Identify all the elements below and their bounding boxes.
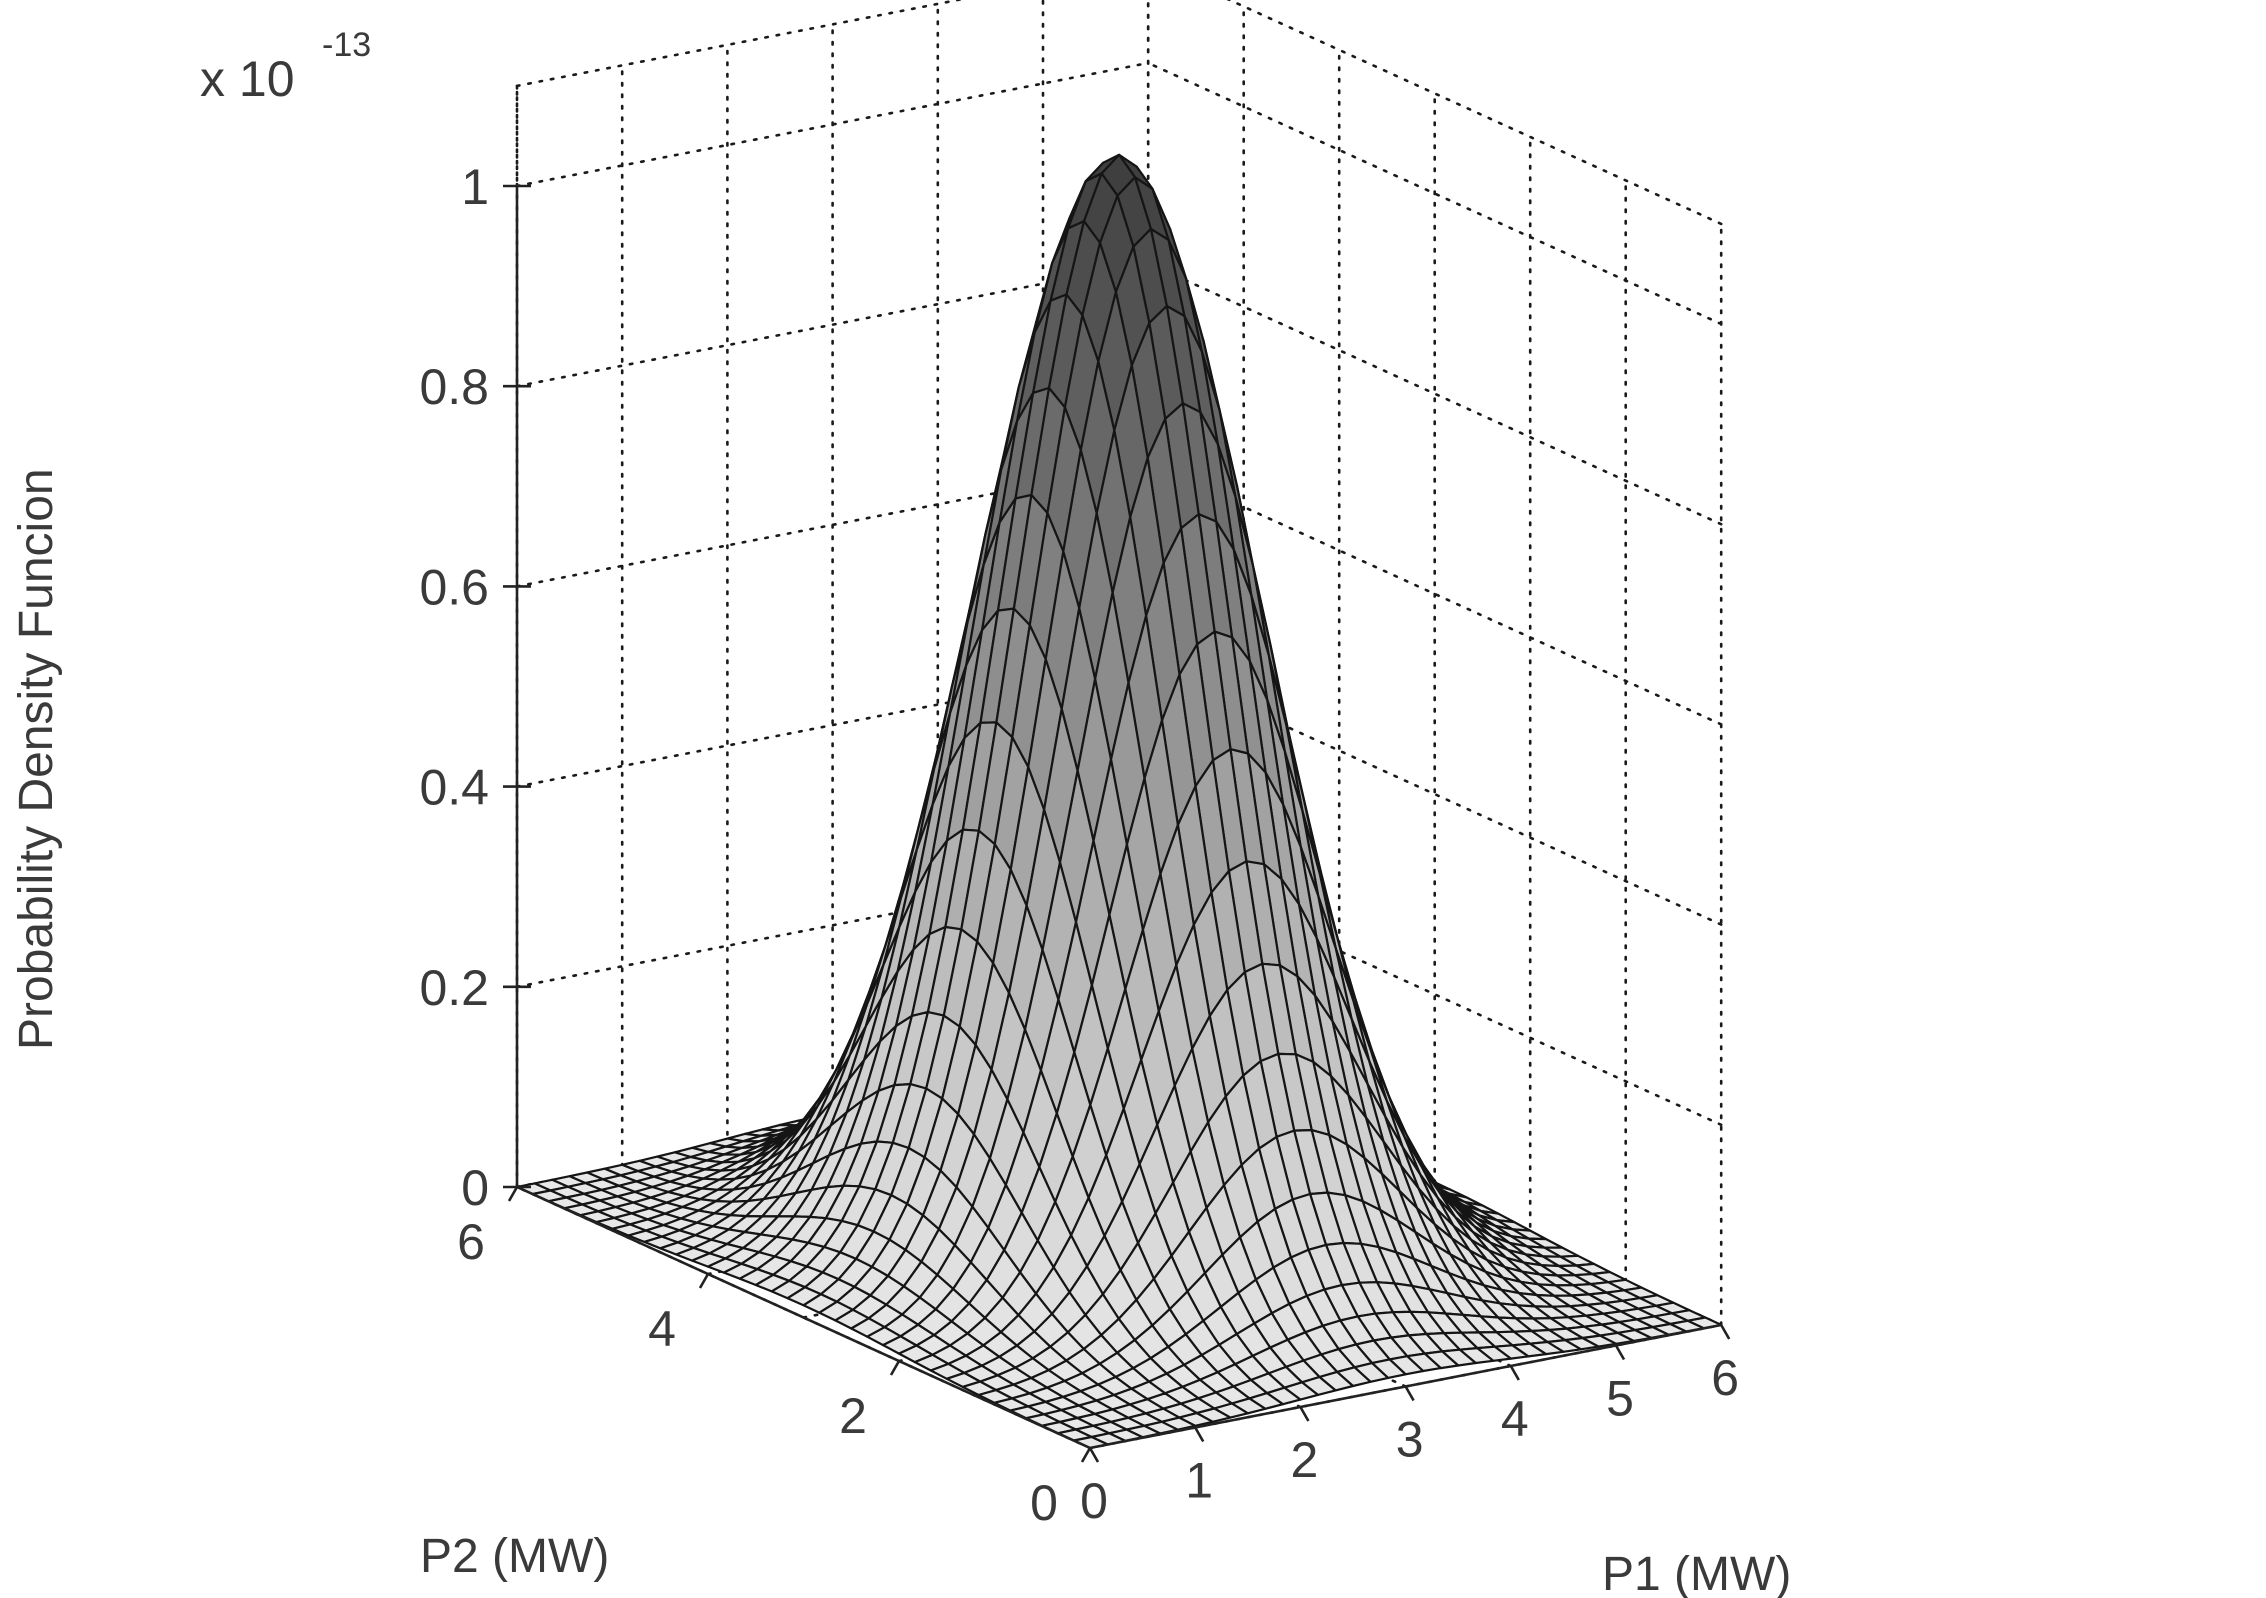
z-tick-label: 1 (461, 159, 489, 215)
x-tick-mark (1088, 1447, 1100, 1463)
y-tick-label: 6 (457, 1214, 485, 1270)
x-tick-mark (1194, 1426, 1205, 1443)
x-tick-label: 3 (1396, 1412, 1424, 1468)
x-tick-label: 2 (1290, 1432, 1318, 1488)
x-tick-mark (1509, 1365, 1520, 1381)
pdf-surface (515, 153, 1723, 1450)
z-tick-label: 0.6 (419, 559, 489, 615)
y-tick-label: 0 (1030, 1475, 1058, 1531)
z-tick-label: 0 (461, 1160, 489, 1216)
grid-line-side-top (1226, 0, 1723, 226)
grid-line-back-horizontal (515, 862, 1150, 989)
x-axis-label: P1 (MW) (1602, 1548, 1791, 1598)
x-tick-mark (1614, 1344, 1626, 1361)
x-tick-label: 4 (1501, 1391, 1529, 1447)
y-tick-mark (889, 1360, 901, 1376)
grid-line-back-horizontal (515, 662, 1150, 788)
grid-line-back-horizontal (515, 261, 1150, 388)
x-tick-mark (1299, 1406, 1310, 1422)
grid-line-side-horizontal (1146, 61, 1723, 326)
x-tick-label: 6 (1711, 1350, 1739, 1406)
grid-line-side-horizontal (1146, 662, 1723, 926)
y-tick-mark (1080, 1447, 1092, 1463)
y-axis (516, 1185, 1091, 1450)
x-tick-label: 5 (1606, 1371, 1634, 1427)
x-tick-mark (1720, 1324, 1731, 1340)
grid-line-back-horizontal (515, 61, 1150, 188)
z-tick-label: 0.8 (419, 359, 489, 415)
z-tick-label: 0.4 (419, 760, 489, 816)
grid-line-side-horizontal (1146, 261, 1723, 526)
z-tick-label: 0.2 (419, 960, 489, 1016)
y-tick-mark (507, 1186, 519, 1202)
y-tick-label: 2 (839, 1388, 867, 1444)
grid-line-side-horizontal (1146, 462, 1723, 726)
grid-line-side-horizontal (1146, 862, 1723, 1127)
y-axis-label: P2 (MW) (420, 1530, 609, 1583)
x-tick-label: 1 (1185, 1453, 1213, 1509)
x-tick-mark (1404, 1385, 1415, 1402)
z-multiplier: x 10 (200, 51, 295, 107)
y-tick-mark (698, 1273, 710, 1289)
z-axis-label: Probability Density Funcion (10, 468, 63, 1050)
grid-line-back-top (515, 0, 965, 88)
z-multiplier-exponent: -13 (322, 26, 371, 64)
x-tick-label: 0 (1080, 1473, 1108, 1529)
grid-line-back-horizontal (515, 462, 1150, 588)
y-tick-label: 4 (648, 1301, 676, 1357)
